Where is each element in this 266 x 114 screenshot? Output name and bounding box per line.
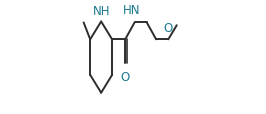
Text: O: O bbox=[164, 21, 173, 34]
Text: HN: HN bbox=[123, 4, 140, 17]
Text: O: O bbox=[120, 71, 129, 83]
Text: NH: NH bbox=[93, 5, 111, 18]
